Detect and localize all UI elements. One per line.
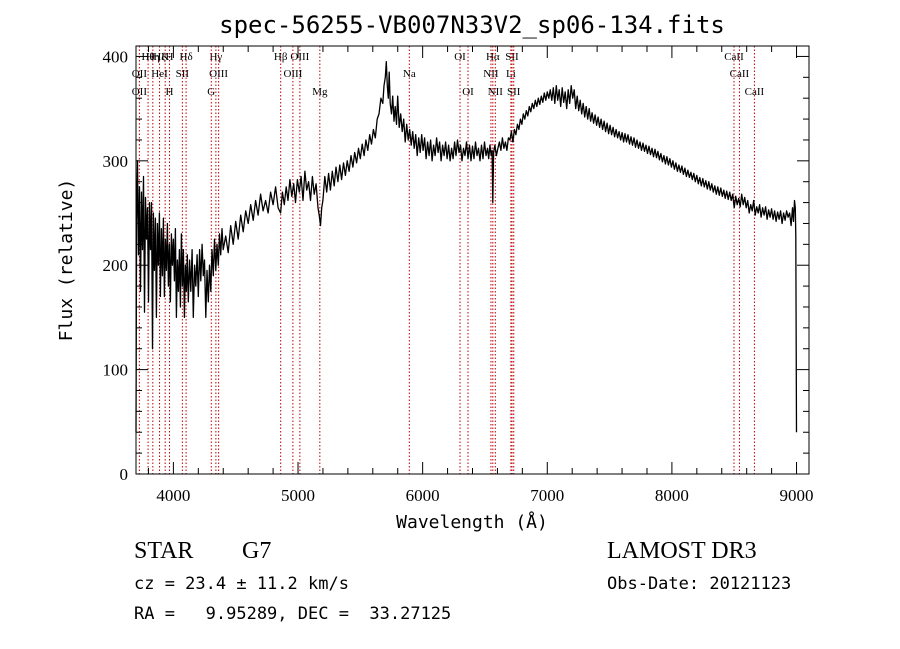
spectral-line-label: Hη xyxy=(146,51,160,63)
spectral-line-label: HeI xyxy=(151,68,168,80)
coordinates: RA = 9.95289, DEC = 33.27125 xyxy=(134,604,452,624)
spectral-line-label: Na xyxy=(403,68,416,80)
redshift-cz: cz = 23.4 ± 11.2 km/s xyxy=(134,574,349,594)
spectral-line-label: Hβ xyxy=(274,51,288,63)
spectral-line-label: Hα xyxy=(486,51,500,63)
spectral-line-label: K xyxy=(161,51,169,63)
spectral-line-label: OIII xyxy=(283,68,302,80)
axes: 4000 5000 6000 7000 8000 9000 0 100 200 300 400 xyxy=(103,46,814,505)
spectral-line-label: OIII xyxy=(209,68,228,80)
y-axis-label: Flux (relative) xyxy=(56,179,77,342)
y-tick-label: 300 xyxy=(103,152,129,171)
x-tick-label: 5000 xyxy=(281,486,315,505)
y-tick-label: 200 xyxy=(103,256,129,275)
x-tick-label: 4000 xyxy=(156,486,190,505)
observation-date: Obs-Date: 20121123 xyxy=(607,574,792,594)
y-tick-label: 100 xyxy=(103,361,129,380)
spectral-line-label: Hγ xyxy=(209,51,222,63)
object-subclass: G7 xyxy=(242,538,272,564)
spectral-line-label: CaII xyxy=(730,68,750,80)
spectral-line-label: G xyxy=(207,86,215,98)
y-tick-label: 400 xyxy=(103,47,129,66)
x-axis-label: Wavelength (Å) xyxy=(396,511,548,533)
spectral-line-label: H xyxy=(166,51,174,63)
spectral-line-label: OIII xyxy=(290,51,309,63)
spectral-line-label: OII xyxy=(132,68,148,80)
spectral-line-label: OI xyxy=(462,86,474,98)
spectral-line-label: Mg xyxy=(312,86,328,98)
y-tick-label: 0 xyxy=(120,465,129,484)
spectrum-series-line xyxy=(135,61,798,433)
chart-title: spec-56255-VB007N33V2_sp06-134.fits xyxy=(219,11,725,39)
spectral-line-label: SII xyxy=(505,51,519,63)
object-class: STAR xyxy=(134,538,194,564)
spectral-line-label: H xyxy=(166,86,174,98)
spectral-line-label: Li xyxy=(506,68,516,80)
x-tick-label: 8000 xyxy=(655,486,689,505)
spectral-line-label: Hδ xyxy=(180,51,193,63)
spectral-line-label: NII xyxy=(483,68,499,80)
plot-frame xyxy=(135,45,810,475)
x-tick-label: 6000 xyxy=(406,486,440,505)
spectral-line-label: SII xyxy=(176,68,190,80)
survey-name: LAMOST DR3 xyxy=(607,538,757,564)
spectral-line-label: CaII xyxy=(724,51,744,63)
spectral-line-label: CaII xyxy=(745,86,765,98)
spectral-line-label: NII xyxy=(488,86,504,98)
x-tick-label: 9000 xyxy=(780,486,814,505)
spectral-line-label: SII xyxy=(507,86,521,98)
spectral-line-label: Hζ xyxy=(153,51,166,63)
spectral-line-label: Hθ xyxy=(141,51,154,63)
spectral-line-label: OI xyxy=(454,51,466,63)
spectral-line-label: OII xyxy=(132,86,148,98)
x-tick-label: 7000 xyxy=(530,486,564,505)
